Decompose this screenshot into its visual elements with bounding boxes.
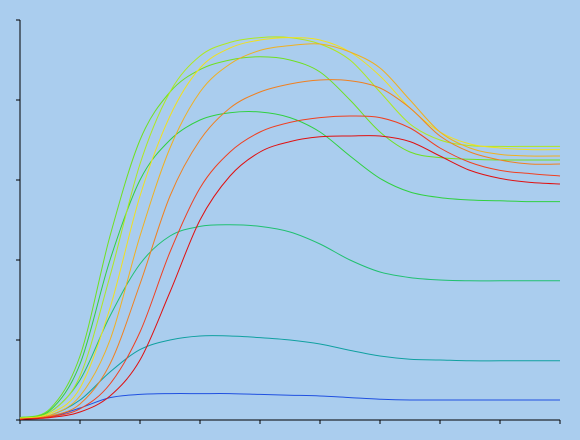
series-line: [19, 335, 560, 419]
series-line: [19, 393, 560, 419]
series-line: [19, 111, 561, 419]
series-line: [19, 79, 561, 420]
series-line: [19, 56, 560, 419]
series-line: [19, 43, 561, 420]
series-line: [19, 115, 561, 420]
series-line: [19, 135, 561, 420]
series-line: [19, 224, 560, 419]
series-line: [19, 36, 560, 419]
series-line: [19, 37, 561, 419]
